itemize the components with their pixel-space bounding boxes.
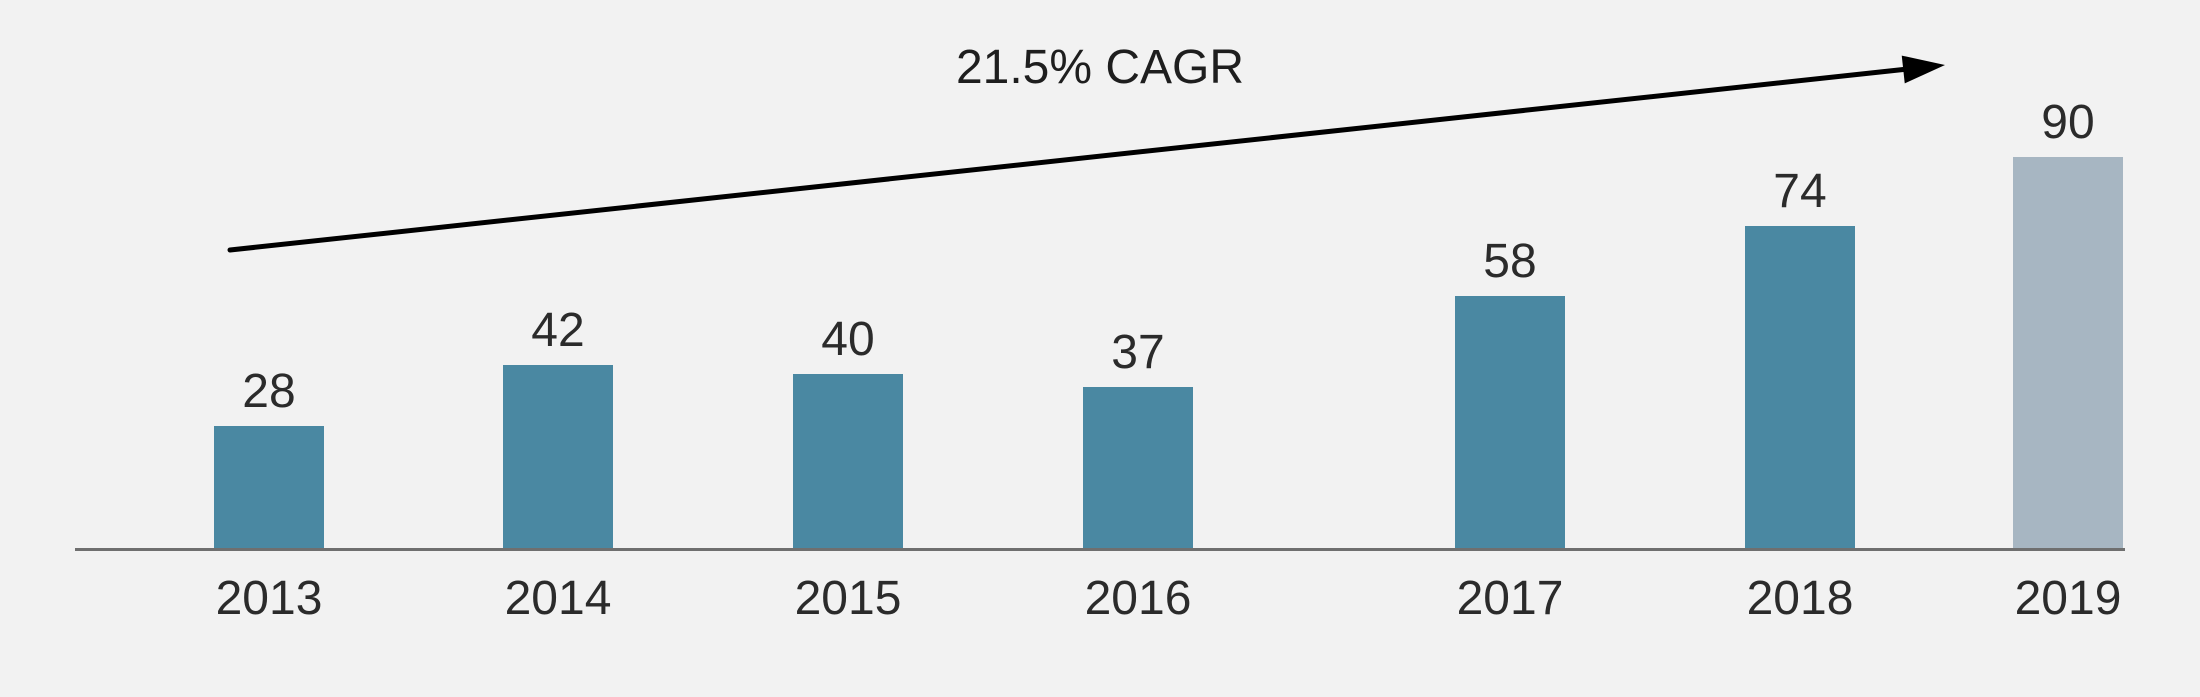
cagr-label: 21.5% CAGR [956,40,1244,95]
trend-arrow [0,0,2200,697]
bar-chart: 2820134220144020153720165820177420189020… [0,0,2200,697]
